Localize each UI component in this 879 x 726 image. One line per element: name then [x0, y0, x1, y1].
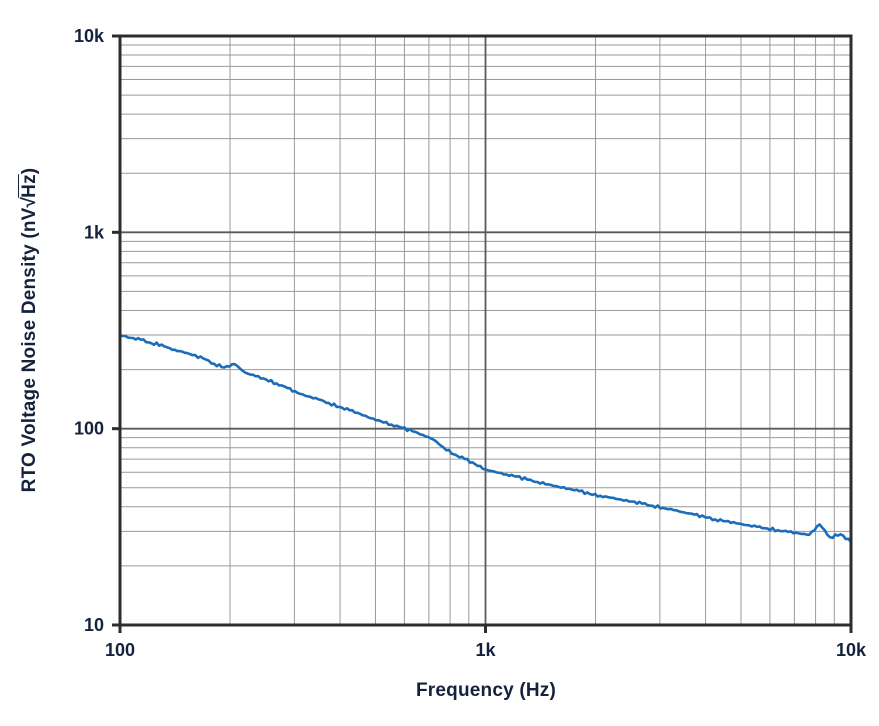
y-axis-title-suffix: ) — [19, 167, 40, 175]
x-tick-label: 100 — [105, 640, 135, 660]
y-axis-title-text: RTO Voltage Noise Density (nV — [19, 207, 40, 493]
sqrt-symbol: √ — [19, 196, 40, 208]
noise-curve — [118, 333, 853, 544]
y-tick-label: 1k — [84, 222, 105, 242]
x-tick-label: 10k — [836, 640, 867, 660]
y-tick-label: 10k — [74, 26, 105, 46]
x-tick-label: 1k — [475, 640, 496, 660]
x-axis-title: Frequency (Hz) — [415, 680, 557, 701]
y-tick-label: 10 — [84, 615, 104, 635]
y-axis-title: RTO Voltage Noise Density (nV√Hz) — [19, 168, 41, 493]
y-tick-label: 100 — [74, 419, 104, 439]
sqrt-radicand: Hz — [19, 174, 40, 198]
